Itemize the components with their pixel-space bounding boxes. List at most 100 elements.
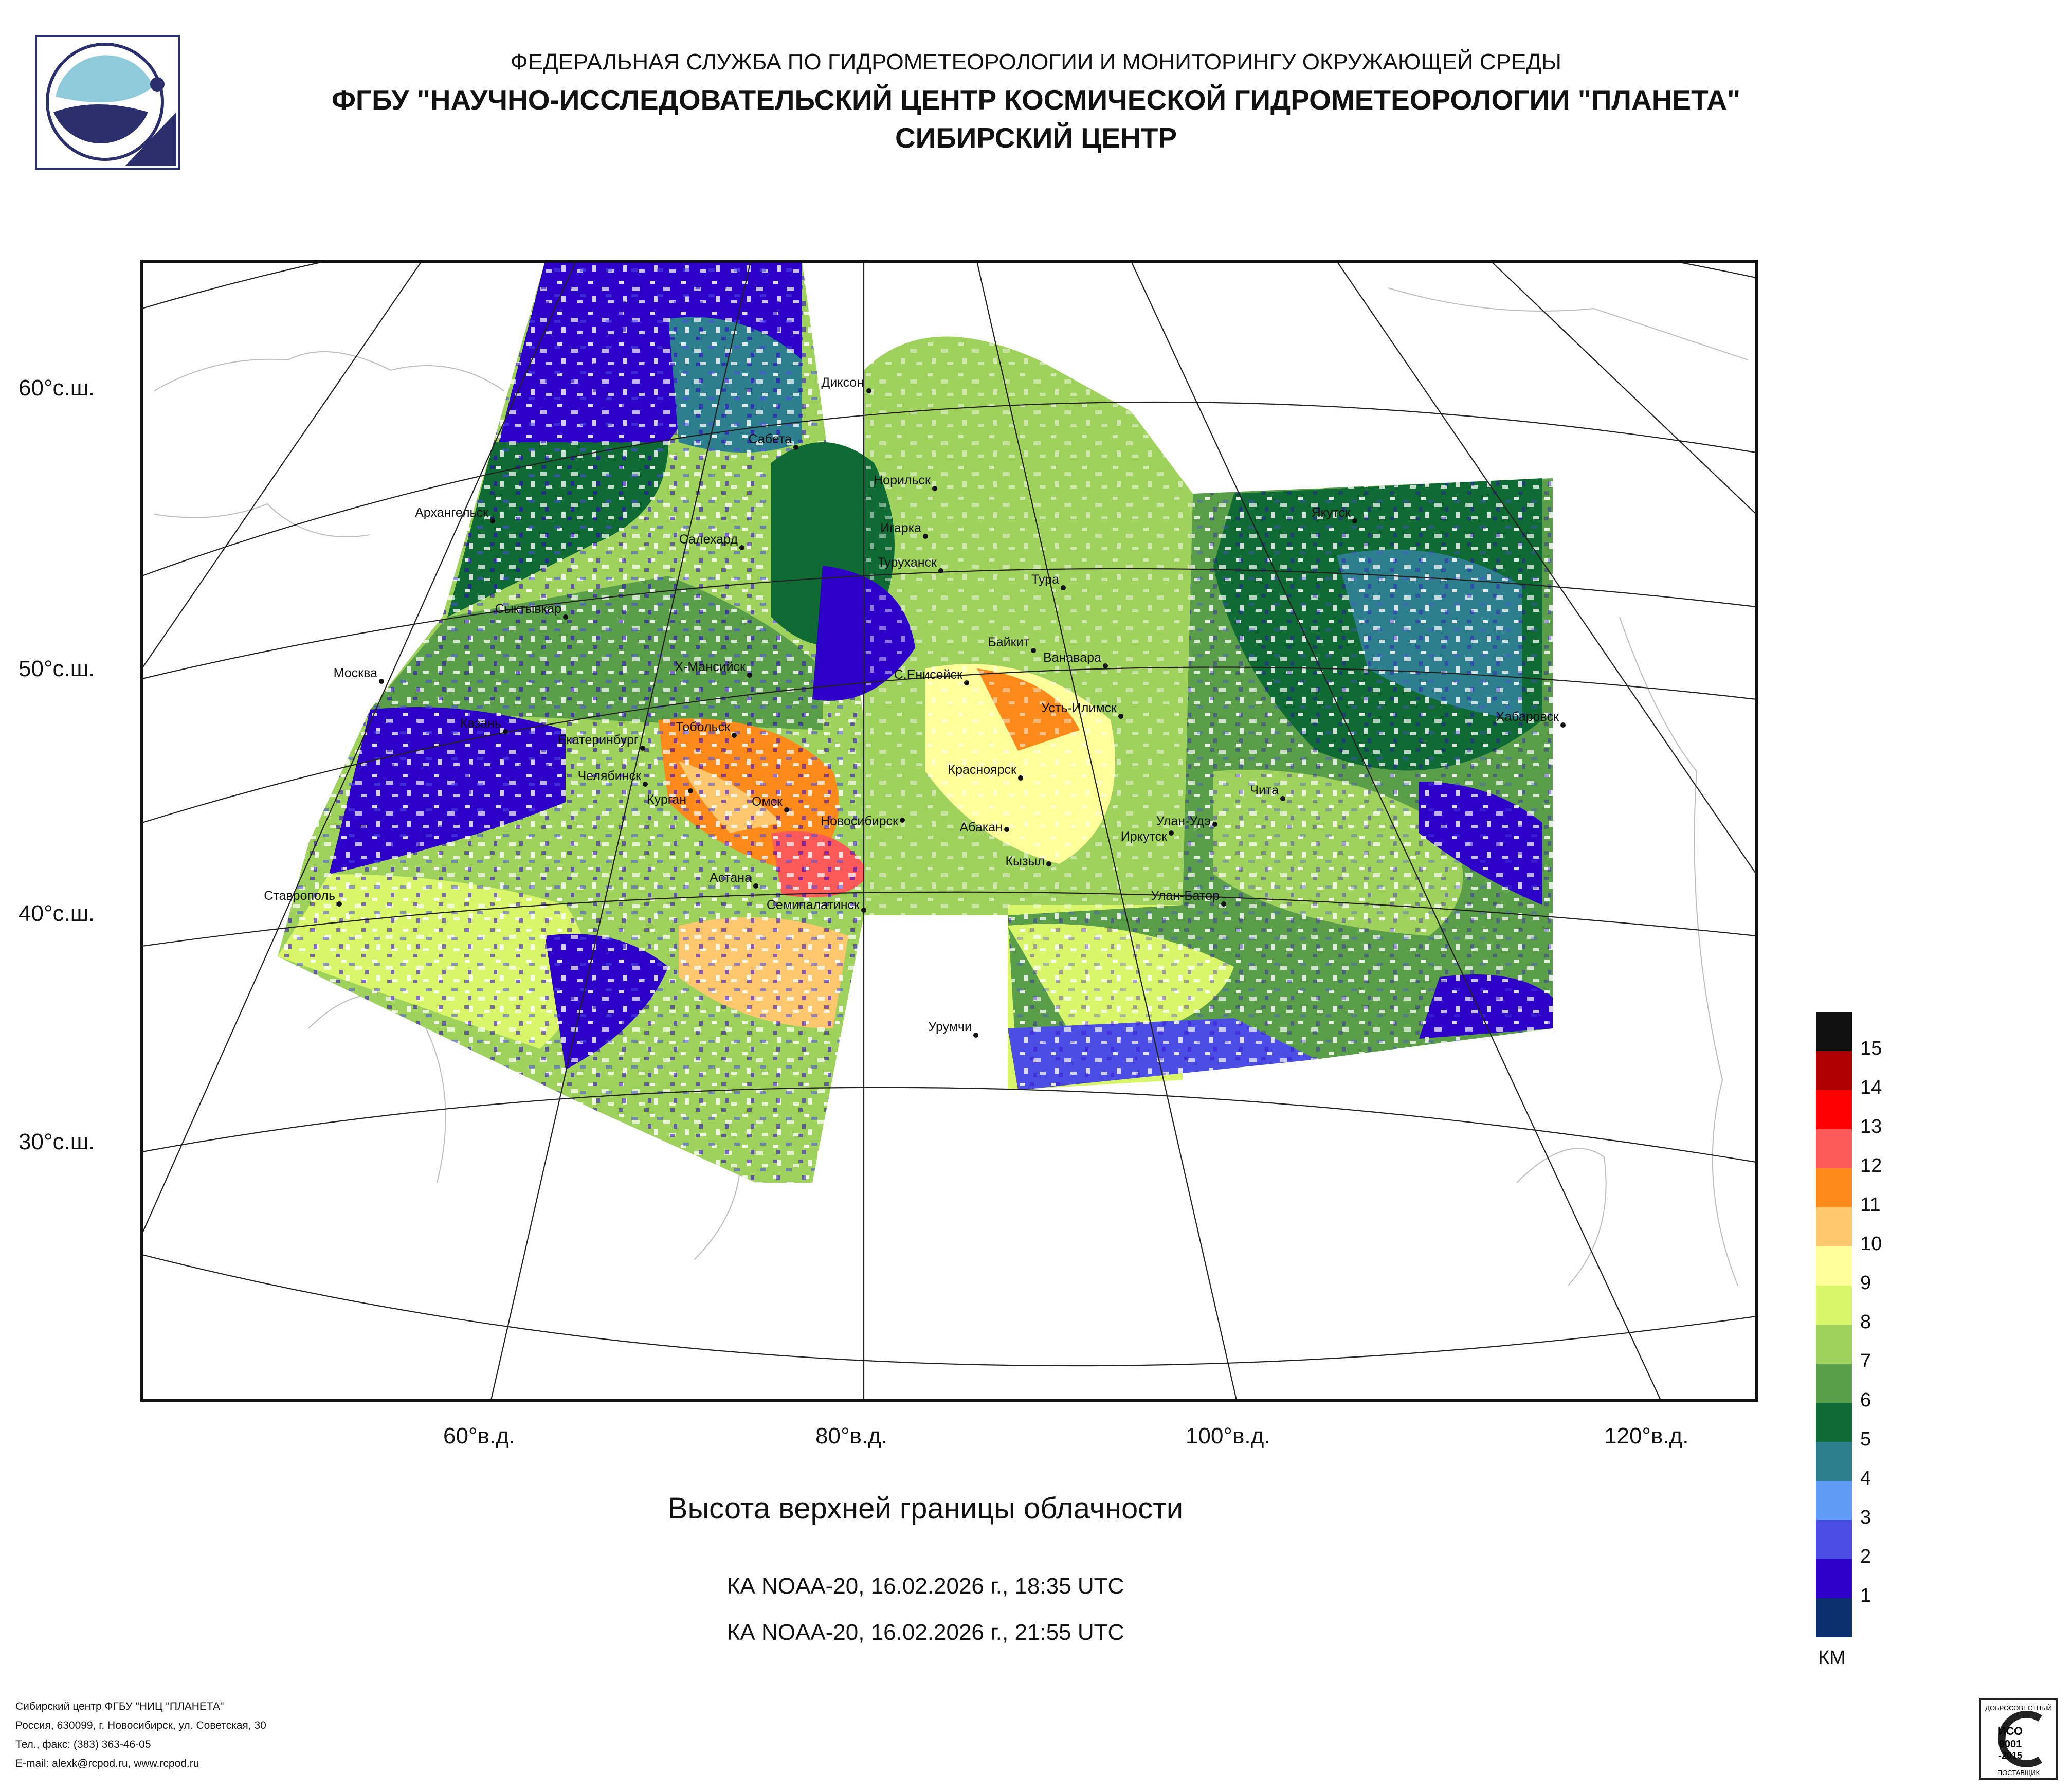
legend-swatch: [1816, 1129, 1852, 1168]
svg-text:Ванавара: Ванавара: [1043, 650, 1101, 665]
legend-label: 9: [1860, 1272, 1871, 1294]
svg-text:Сабета: Сабета: [749, 432, 792, 446]
legend-swatch: [1816, 1442, 1852, 1481]
legend-label: 10: [1860, 1233, 1882, 1255]
city-khmansiysk: Х-Мансийск: [675, 660, 752, 678]
svg-text:Сыктывкар: Сыктывкар: [495, 602, 561, 616]
city-kyzyl: Кызыл: [1005, 854, 1051, 869]
agency-name: ФЕДЕРАЛЬНАЯ СЛУЖБА ПО ГИДРОМЕТЕОРОЛОГИИ …: [511, 49, 1561, 75]
legend-swatch: [1816, 1207, 1852, 1246]
city-omsk: Омск: [752, 794, 789, 812]
city-markers: Диксон Сабета Норильск Архангельск Игарк…: [264, 375, 1566, 1038]
city-norilsk: Норильск: [874, 473, 937, 491]
svg-text:Улан-Удэ: Улан-Удэ: [1156, 814, 1211, 828]
svg-text:ПОСТАВЩИК: ПОСТАВЩИК: [1997, 1769, 2040, 1777]
svg-text:Салехард: Салехард: [679, 532, 738, 547]
legend-swatch: [1816, 1286, 1852, 1325]
svg-text:Красноярск: Красноярск: [948, 763, 1017, 777]
lat-label-30: 30°с.ш.: [19, 1129, 95, 1154]
legend-label: 14: [1860, 1077, 1882, 1098]
lon-label-80: 80°в.д.: [815, 1423, 888, 1449]
center-name: СИБИРСКИЙ ЦЕНТР: [895, 122, 1177, 154]
satellite-pass-1: КА NOAA-20, 16.02.2026 г., 18:35 UTC: [726, 1573, 1124, 1599]
city-s-eniseysk: С.Енисейск: [894, 667, 969, 685]
city-chita: Чита: [1250, 783, 1285, 801]
legend-label: 2: [1860, 1546, 1871, 1567]
legend-swatch: [1816, 1403, 1852, 1442]
svg-text:Омск: Омск: [752, 794, 783, 809]
legend-swatch: [1816, 1559, 1852, 1598]
footer-line: E-mail: alexk@rcpod.ru, www.rcpod.ru: [15, 1758, 199, 1769]
svg-text:Усть-Илимск: Усть-Илимск: [1041, 701, 1117, 715]
city-urumchi: Урумчи: [928, 1020, 978, 1038]
city-khabarovsk: Хабаровск: [1496, 710, 1566, 728]
city-vanavara: Ванавара: [1043, 650, 1108, 668]
legend-label: 15: [1860, 1038, 1882, 1059]
city-baykit: Байкит: [988, 635, 1036, 653]
svg-text:Тобольск: Тобольск: [676, 720, 731, 734]
svg-text:Абакан: Абакан: [959, 820, 1003, 835]
city-yekaterinburg: Екатеринбург: [558, 733, 645, 751]
legend-label: 11: [1860, 1194, 1881, 1216]
legend-swatch: [1816, 1090, 1852, 1129]
iso-certification-badge: ДОБРОСОВЕСТНЫЙ ИСО 9001 -2015 ПОСТАВЩИК: [1979, 1698, 2058, 1780]
graticule: [142, 261, 1756, 1400]
city-astana: Астана: [710, 871, 758, 889]
city-semipalatinsk: Семипалатинск: [767, 898, 866, 913]
svg-text:Байкит: Байкит: [988, 635, 1029, 649]
city-dikson: Диксон: [821, 375, 871, 393]
svg-text:Новосибирск: Новосибирск: [821, 814, 899, 828]
map-frame: [140, 260, 1758, 1402]
city-salekhard: Салехард: [679, 532, 744, 550]
legend-swatch: [1816, 1246, 1852, 1286]
city-irkutsk: Иркутск: [1121, 829, 1174, 844]
svg-text:Игарка: Игарка: [880, 521, 921, 535]
city-chelyabinsk: Челябинск: [578, 769, 648, 787]
footer-line: Сибирский центр ФГБУ "НИЦ "ПЛАНЕТА": [15, 1700, 224, 1712]
city-tobolsk: Тобольск: [676, 720, 737, 738]
svg-text:Диксон: Диксон: [821, 375, 864, 390]
svg-text:Чита: Чита: [1250, 783, 1279, 798]
svg-text:Курган: Курган: [647, 792, 686, 807]
footer-contacts: Сибирский центр ФГБУ "НИЦ "ПЛАНЕТА" Росс…: [15, 1697, 266, 1773]
legend-swatch: [1816, 1012, 1852, 1051]
swath-1: [278, 261, 869, 1183]
city-syktyvkar: Сыктывкар: [495, 602, 568, 620]
legend-label: 4: [1860, 1468, 1871, 1489]
legend-label: 6: [1860, 1389, 1871, 1411]
svg-text:Туруханск: Туруханск: [877, 555, 937, 570]
satellite-pass-2: КА NOAA-20, 16.02.2026 г., 21:55 UTC: [726, 1620, 1124, 1645]
svg-text:Екатеринбург: Екатеринбург: [558, 733, 639, 747]
footer-line: Россия, 630099, г. Новосибирск, ул. Сове…: [15, 1720, 266, 1731]
footer-line: Тел., факс: (383) 363-46-05: [15, 1739, 151, 1750]
city-ulan-bator: Улан-Батор: [1151, 889, 1226, 907]
legend-label: 3: [1860, 1507, 1871, 1528]
city-sabeta: Сабета: [749, 432, 798, 450]
lon-label-100: 100°в.д.: [1186, 1423, 1270, 1449]
city-turukhansk: Туруханск: [877, 555, 943, 573]
legend-swatch: [1816, 1364, 1852, 1403]
svg-text:ДОБРОСОВЕСТНЫЙ: ДОБРОСОВЕСТНЫЙ: [1985, 1704, 2052, 1712]
city-abakan: Абакан: [959, 820, 1009, 835]
legend-label: 13: [1860, 1116, 1882, 1137]
city-novosibirsk: Новосибирск: [821, 814, 905, 828]
svg-text:-2015: -2015: [1998, 1750, 2022, 1761]
svg-text:Хабаровск: Хабаровск: [1496, 710, 1560, 724]
legend-swatch: [1816, 1168, 1852, 1207]
legend-label: 12: [1860, 1155, 1882, 1177]
city-krasnoyarsk: Красноярск: [948, 763, 1023, 781]
lat-label-60: 60°с.ш.: [19, 375, 95, 401]
svg-text:Урумчи: Урумчи: [928, 1020, 972, 1034]
city-kurgan: Курган: [647, 788, 693, 807]
city-arkhangelsk: Архангельск: [415, 505, 495, 523]
svg-text:ИСО: ИСО: [1998, 1725, 2023, 1738]
lon-label-120: 120°в.д.: [1604, 1423, 1689, 1449]
svg-text:Улан-Батор: Улан-Батор: [1151, 889, 1220, 903]
svg-text:Иркутск: Иркутск: [1121, 829, 1168, 844]
svg-text:Норильск: Норильск: [874, 473, 931, 487]
swath-2: [771, 336, 1193, 1090]
city-moskva: Москва: [334, 666, 384, 684]
legend-unit: КМ: [1818, 1647, 1846, 1669]
legend-swatch: [1816, 1051, 1852, 1090]
legend-swatch: [1816, 1520, 1852, 1559]
